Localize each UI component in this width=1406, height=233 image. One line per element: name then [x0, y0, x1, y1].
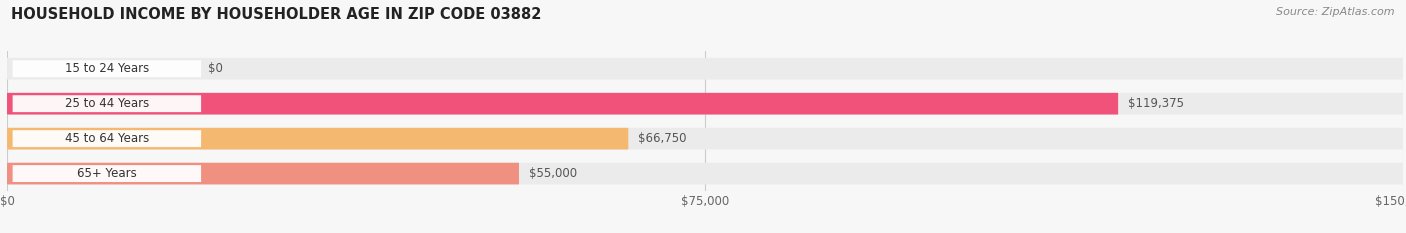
- Text: 65+ Years: 65+ Years: [77, 167, 136, 180]
- Text: $66,750: $66,750: [638, 132, 686, 145]
- Text: 25 to 44 Years: 25 to 44 Years: [65, 97, 149, 110]
- FancyBboxPatch shape: [13, 95, 201, 112]
- FancyBboxPatch shape: [7, 128, 628, 150]
- FancyBboxPatch shape: [13, 60, 201, 77]
- Text: $0: $0: [208, 62, 224, 75]
- FancyBboxPatch shape: [7, 93, 1403, 115]
- Text: $119,375: $119,375: [1128, 97, 1184, 110]
- FancyBboxPatch shape: [7, 58, 1403, 80]
- FancyBboxPatch shape: [7, 93, 1118, 115]
- FancyBboxPatch shape: [7, 128, 1403, 150]
- Text: HOUSEHOLD INCOME BY HOUSEHOLDER AGE IN ZIP CODE 03882: HOUSEHOLD INCOME BY HOUSEHOLDER AGE IN Z…: [11, 7, 541, 22]
- Text: 45 to 64 Years: 45 to 64 Years: [65, 132, 149, 145]
- FancyBboxPatch shape: [13, 165, 201, 182]
- Text: 15 to 24 Years: 15 to 24 Years: [65, 62, 149, 75]
- FancyBboxPatch shape: [7, 163, 1403, 185]
- FancyBboxPatch shape: [7, 163, 519, 185]
- Text: Source: ZipAtlas.com: Source: ZipAtlas.com: [1277, 7, 1395, 17]
- FancyBboxPatch shape: [13, 130, 201, 147]
- Text: $55,000: $55,000: [529, 167, 576, 180]
